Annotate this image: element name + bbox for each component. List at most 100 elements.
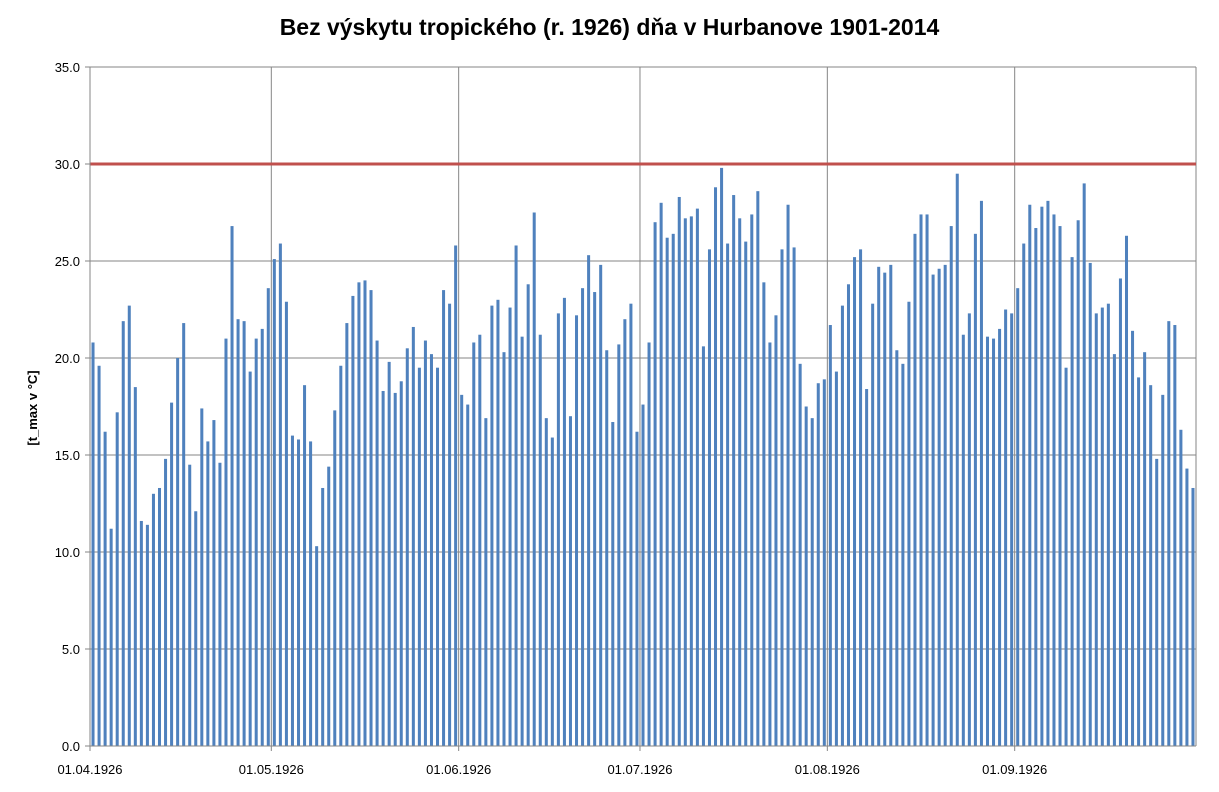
- bar: [985, 336, 989, 746]
- bar: [931, 274, 935, 746]
- bar: [514, 245, 518, 747]
- bar: [520, 336, 524, 746]
- bar: [883, 272, 887, 746]
- bar: [127, 305, 131, 746]
- bar: [278, 243, 282, 747]
- bar: [973, 233, 977, 747]
- bar: [822, 379, 826, 746]
- bar: [508, 307, 512, 746]
- x-tick-label: 01.08.1926: [795, 762, 860, 777]
- bar: [248, 371, 252, 746]
- bar: [550, 437, 554, 746]
- bar: [707, 249, 711, 747]
- bar: [611, 422, 615, 746]
- bar: [284, 301, 288, 746]
- bar: [1094, 313, 1098, 746]
- bar: [206, 441, 210, 746]
- bar: [846, 284, 850, 746]
- bar: [629, 303, 633, 746]
- bar: [532, 212, 536, 746]
- bar: [194, 511, 198, 746]
- bar: [484, 418, 488, 746]
- bar: [786, 204, 790, 747]
- bar: [188, 464, 192, 746]
- axes: [85, 66, 1196, 751]
- bar: [1040, 206, 1044, 746]
- bar: [1010, 313, 1014, 746]
- bar: [810, 418, 814, 746]
- bar: [647, 342, 651, 746]
- bar: [460, 394, 464, 746]
- bar: [490, 305, 494, 746]
- bar: [91, 342, 95, 746]
- x-tick-label: 01.04.1926: [57, 762, 122, 777]
- bar: [895, 350, 899, 746]
- y-axis-title: [t_max v °C]: [25, 370, 40, 445]
- bar: [683, 218, 687, 746]
- bar: [454, 245, 458, 747]
- bar: [701, 346, 705, 746]
- bar: [1191, 487, 1195, 746]
- tick-labels: 0.0 5.0 10.0 15.0 20.0 25.0 30.0 35.0 01.04.1926…: [55, 60, 1048, 777]
- bar: [321, 487, 325, 746]
- bar: [907, 301, 911, 746]
- bar: [732, 195, 736, 747]
- bar: [998, 328, 1002, 746]
- bar: [1076, 220, 1080, 746]
- bar: [1173, 325, 1177, 746]
- bar: [363, 280, 367, 746]
- bar: [164, 458, 168, 746]
- bar: [689, 216, 693, 746]
- bar: [859, 249, 863, 747]
- bar: [290, 435, 294, 746]
- bar: [1161, 394, 1165, 746]
- bar: [375, 340, 379, 746]
- x-tick-label: 01.09.1926: [982, 762, 1047, 777]
- bar: [218, 462, 222, 746]
- bar: [562, 297, 566, 746]
- bar: [949, 226, 953, 746]
- bar: [266, 288, 270, 746]
- bar: [1100, 307, 1104, 746]
- bar: [1118, 278, 1122, 746]
- bar: [1004, 309, 1008, 746]
- bar: [943, 264, 947, 746]
- bar: [919, 214, 923, 746]
- bar: [502, 352, 506, 746]
- bar: [738, 218, 742, 746]
- bar: [448, 303, 452, 746]
- bar: [254, 338, 258, 746]
- bar: [641, 404, 645, 746]
- bar: [587, 255, 591, 746]
- bar: [967, 313, 971, 746]
- bar: [623, 319, 627, 746]
- bar: [242, 321, 246, 746]
- y-tick-label: 0.0: [62, 739, 80, 754]
- bar: [176, 358, 180, 746]
- bar: [937, 268, 941, 746]
- bar: [297, 439, 301, 746]
- bar: [816, 383, 820, 746]
- bar: [109, 528, 113, 746]
- bar: [423, 340, 427, 746]
- bar: [544, 418, 548, 746]
- bar: [200, 408, 204, 746]
- bar: [103, 431, 107, 746]
- y-tick-label: 20.0: [55, 351, 80, 366]
- bar: [925, 214, 929, 746]
- bar: [387, 361, 391, 746]
- bar: [695, 208, 699, 746]
- bar: [556, 313, 560, 746]
- bar: [139, 520, 143, 746]
- bar: [1112, 354, 1116, 746]
- bar: [170, 402, 174, 746]
- bar: [961, 334, 965, 746]
- bar: [351, 295, 355, 746]
- bar: [369, 290, 373, 746]
- bar: [538, 334, 542, 746]
- bar: [212, 420, 216, 746]
- bar: [145, 524, 149, 746]
- bar: [840, 305, 844, 746]
- bar: [1167, 321, 1171, 746]
- bar: [581, 288, 585, 746]
